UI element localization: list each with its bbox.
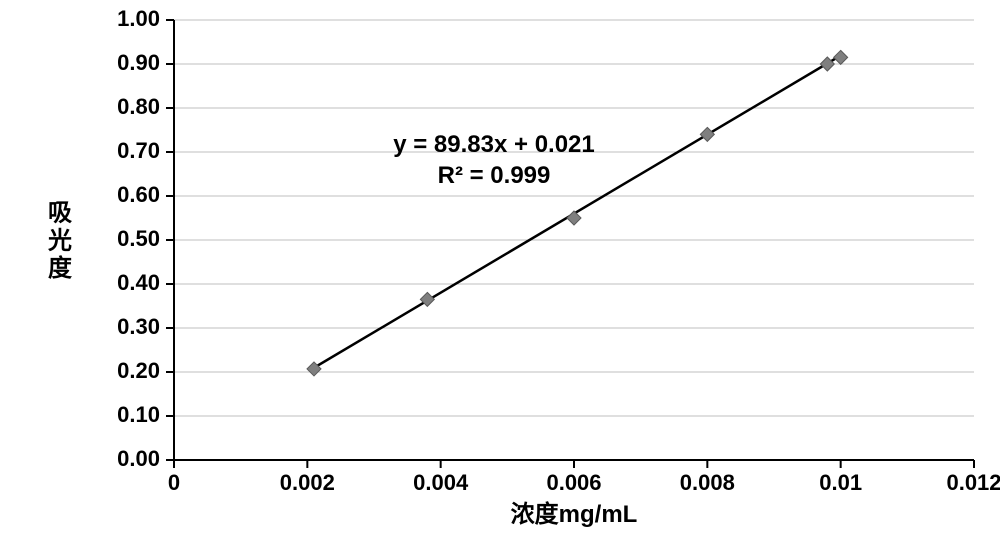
x-tick-label: 0.008 xyxy=(680,470,735,495)
y-tick-label: 0.30 xyxy=(117,314,160,339)
y-tick-label: 0.00 xyxy=(117,446,160,471)
y-axis-label-char: 度 xyxy=(48,254,73,282)
x-tick-label: 0.01 xyxy=(819,470,862,495)
y-tick-label: 1.00 xyxy=(117,6,160,31)
y-tick-label: 0.50 xyxy=(117,226,160,251)
equation-line2: R² = 0.999 xyxy=(438,162,551,189)
y-tick-label: 0.10 xyxy=(117,402,160,427)
x-tick-label: 0.012 xyxy=(946,470,1000,495)
y-axis-label-char: 吸 xyxy=(48,200,72,227)
y-axis-label-char: 光 xyxy=(47,227,72,254)
x-tick-label: 0.002 xyxy=(280,470,335,495)
y-tick-label: 0.80 xyxy=(117,94,160,119)
y-tick-label: 0.60 xyxy=(117,182,160,207)
equation-line1: y = 89.83x + 0.021 xyxy=(393,131,595,158)
x-tick-label: 0.004 xyxy=(413,470,469,495)
x-tick-label: 0.006 xyxy=(546,470,601,495)
y-tick-label: 0.90 xyxy=(117,50,160,75)
x-axis-label: 浓度mg/mL xyxy=(511,500,638,528)
y-tick-label: 0.20 xyxy=(117,358,160,383)
y-tick-label: 0.40 xyxy=(117,270,160,295)
chart-svg: 0.00 0.10 0.20 0.30 0.40 0.50 0.60 0.70 0.80 0.90… xyxy=(0,0,1000,544)
x-tick-label: 0 xyxy=(168,470,180,495)
chart-container: 0.00 0.10 0.20 0.30 0.40 0.50 0.60 0.70 0.80 0.90… xyxy=(0,0,1000,544)
y-tick-label: 0.70 xyxy=(117,138,160,163)
